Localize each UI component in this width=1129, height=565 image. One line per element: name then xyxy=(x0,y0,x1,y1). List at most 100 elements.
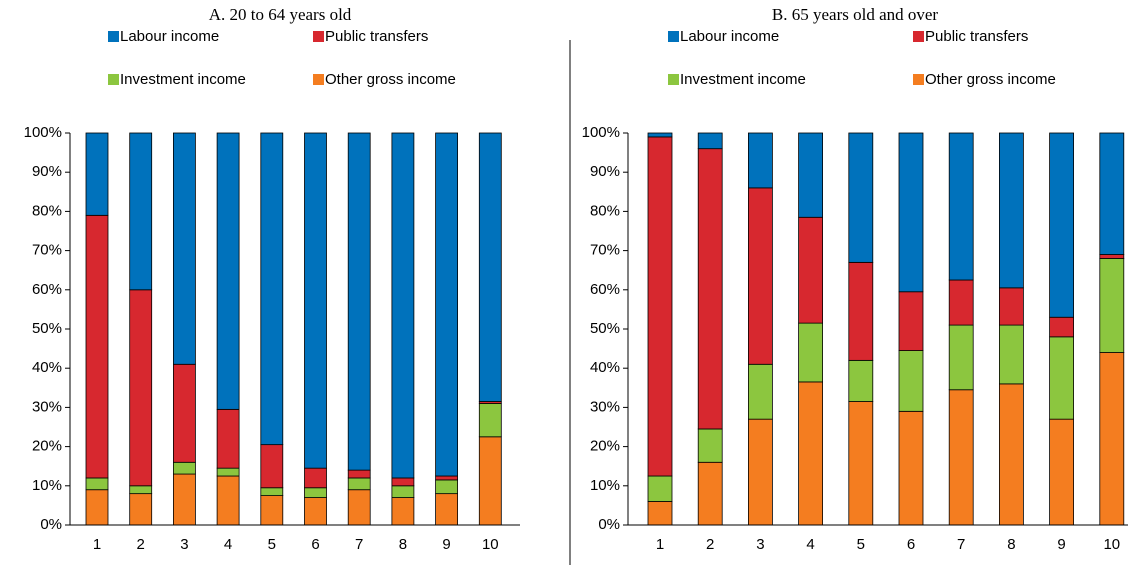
y-tick-label: 60% xyxy=(590,281,620,298)
y-tick-label: 70% xyxy=(590,242,620,259)
x-tick-label: 6 xyxy=(907,536,915,553)
x-tick-label: 7 xyxy=(957,536,965,553)
bar-segment xyxy=(697,132,723,150)
bar-segment xyxy=(435,479,459,495)
bar-segment xyxy=(748,363,773,420)
bar-segment xyxy=(85,132,109,216)
bar-segment xyxy=(948,132,974,281)
bar-segment xyxy=(848,261,874,361)
bar-segment xyxy=(948,279,974,326)
bar-segment xyxy=(216,132,240,410)
bar-segment xyxy=(898,410,924,526)
legend-label: Public transfers xyxy=(325,28,428,45)
x-tick-label: 2 xyxy=(706,536,714,553)
bar-segment xyxy=(172,132,196,365)
y-tick-label: 30% xyxy=(590,398,620,415)
y-tick-label: 70% xyxy=(32,242,62,259)
legend-label: Investment income xyxy=(120,71,246,88)
bar-segment xyxy=(1049,316,1074,338)
legend-swatch xyxy=(668,31,679,42)
bar-segment xyxy=(748,418,773,526)
bar-segment xyxy=(260,132,284,446)
x-tick-label: 6 xyxy=(311,536,319,553)
bar-segment xyxy=(748,132,773,189)
bar-segment xyxy=(260,495,284,526)
bar-segment xyxy=(478,436,502,526)
y-tick-label: 60% xyxy=(32,281,62,298)
bar-segment xyxy=(697,461,723,526)
bar-segment xyxy=(999,383,1024,526)
y-tick-label: 80% xyxy=(590,202,620,219)
bar-segment xyxy=(435,493,459,526)
chart-title: A. 20 to 64 years old xyxy=(209,5,352,24)
bar-segment xyxy=(129,132,153,291)
y-tick-label: 10% xyxy=(32,477,62,494)
legend-label: Other gross income xyxy=(325,71,456,88)
bar-segment xyxy=(391,477,415,487)
bar-segment xyxy=(260,444,284,489)
bar-segment xyxy=(999,132,1024,289)
legend-swatch xyxy=(313,31,324,42)
bar-segment xyxy=(304,467,327,489)
bar-segment xyxy=(798,322,823,383)
bar-segment xyxy=(798,216,823,324)
legend-swatch xyxy=(313,74,324,85)
x-tick-label: 3 xyxy=(756,536,764,553)
x-tick-label: 10 xyxy=(482,536,499,553)
x-tick-label: 2 xyxy=(137,536,145,553)
x-tick-label: 3 xyxy=(180,536,188,553)
bar-segment xyxy=(129,485,153,495)
bar-segment xyxy=(85,489,109,526)
bar-segment xyxy=(1099,352,1125,526)
bar-segment xyxy=(647,132,673,138)
bar-segment xyxy=(1099,254,1125,259)
x-tick-label: 1 xyxy=(93,536,101,553)
y-tick-label: 100% xyxy=(582,124,620,141)
y-tick-label: 100% xyxy=(24,124,62,141)
x-tick-label: 4 xyxy=(224,536,232,553)
x-tick-label: 5 xyxy=(268,536,276,553)
bar-segment xyxy=(748,187,773,365)
bar-segment xyxy=(647,475,673,502)
y-tick-label: 40% xyxy=(590,359,620,376)
bar-segment xyxy=(347,489,371,526)
bar-segment xyxy=(999,324,1024,385)
legend-label: Labour income xyxy=(680,28,779,45)
bar-segment xyxy=(347,469,371,479)
legend-label: Other gross income xyxy=(925,71,1056,88)
bar-segment xyxy=(172,461,196,475)
legend-swatch xyxy=(668,74,679,85)
x-tick-label: 8 xyxy=(399,536,407,553)
bar-segment xyxy=(697,428,723,463)
legend-swatch xyxy=(108,31,119,42)
bar-segment xyxy=(172,363,196,463)
bar-segment xyxy=(798,132,823,218)
bar-segment xyxy=(478,132,502,402)
bar-segment xyxy=(647,136,673,477)
y-tick-label: 40% xyxy=(32,359,62,376)
bar-segment xyxy=(1049,132,1074,318)
bar-segment xyxy=(347,132,371,471)
x-tick-label: 4 xyxy=(806,536,814,553)
bar-segment xyxy=(898,291,924,351)
bar-segment xyxy=(129,493,153,526)
y-tick-label: 90% xyxy=(590,163,620,180)
bar-segment xyxy=(216,475,240,526)
bar-segment xyxy=(1099,258,1125,353)
x-tick-label: 10 xyxy=(1103,536,1120,553)
bar-segment xyxy=(216,467,240,477)
bar-segment xyxy=(1099,132,1125,255)
bar-segment xyxy=(391,497,415,526)
bar-segment xyxy=(391,132,415,479)
y-tick-label: 50% xyxy=(590,320,620,337)
legend-swatch xyxy=(913,31,924,42)
y-tick-label: 80% xyxy=(32,202,62,219)
bar-segment xyxy=(798,381,823,526)
bar-segment xyxy=(999,287,1024,326)
bar-segment xyxy=(478,403,502,438)
y-tick-label: 20% xyxy=(32,438,62,455)
bar-segment xyxy=(1049,336,1074,420)
bar-segment xyxy=(216,408,240,469)
bar-segment xyxy=(848,132,874,263)
